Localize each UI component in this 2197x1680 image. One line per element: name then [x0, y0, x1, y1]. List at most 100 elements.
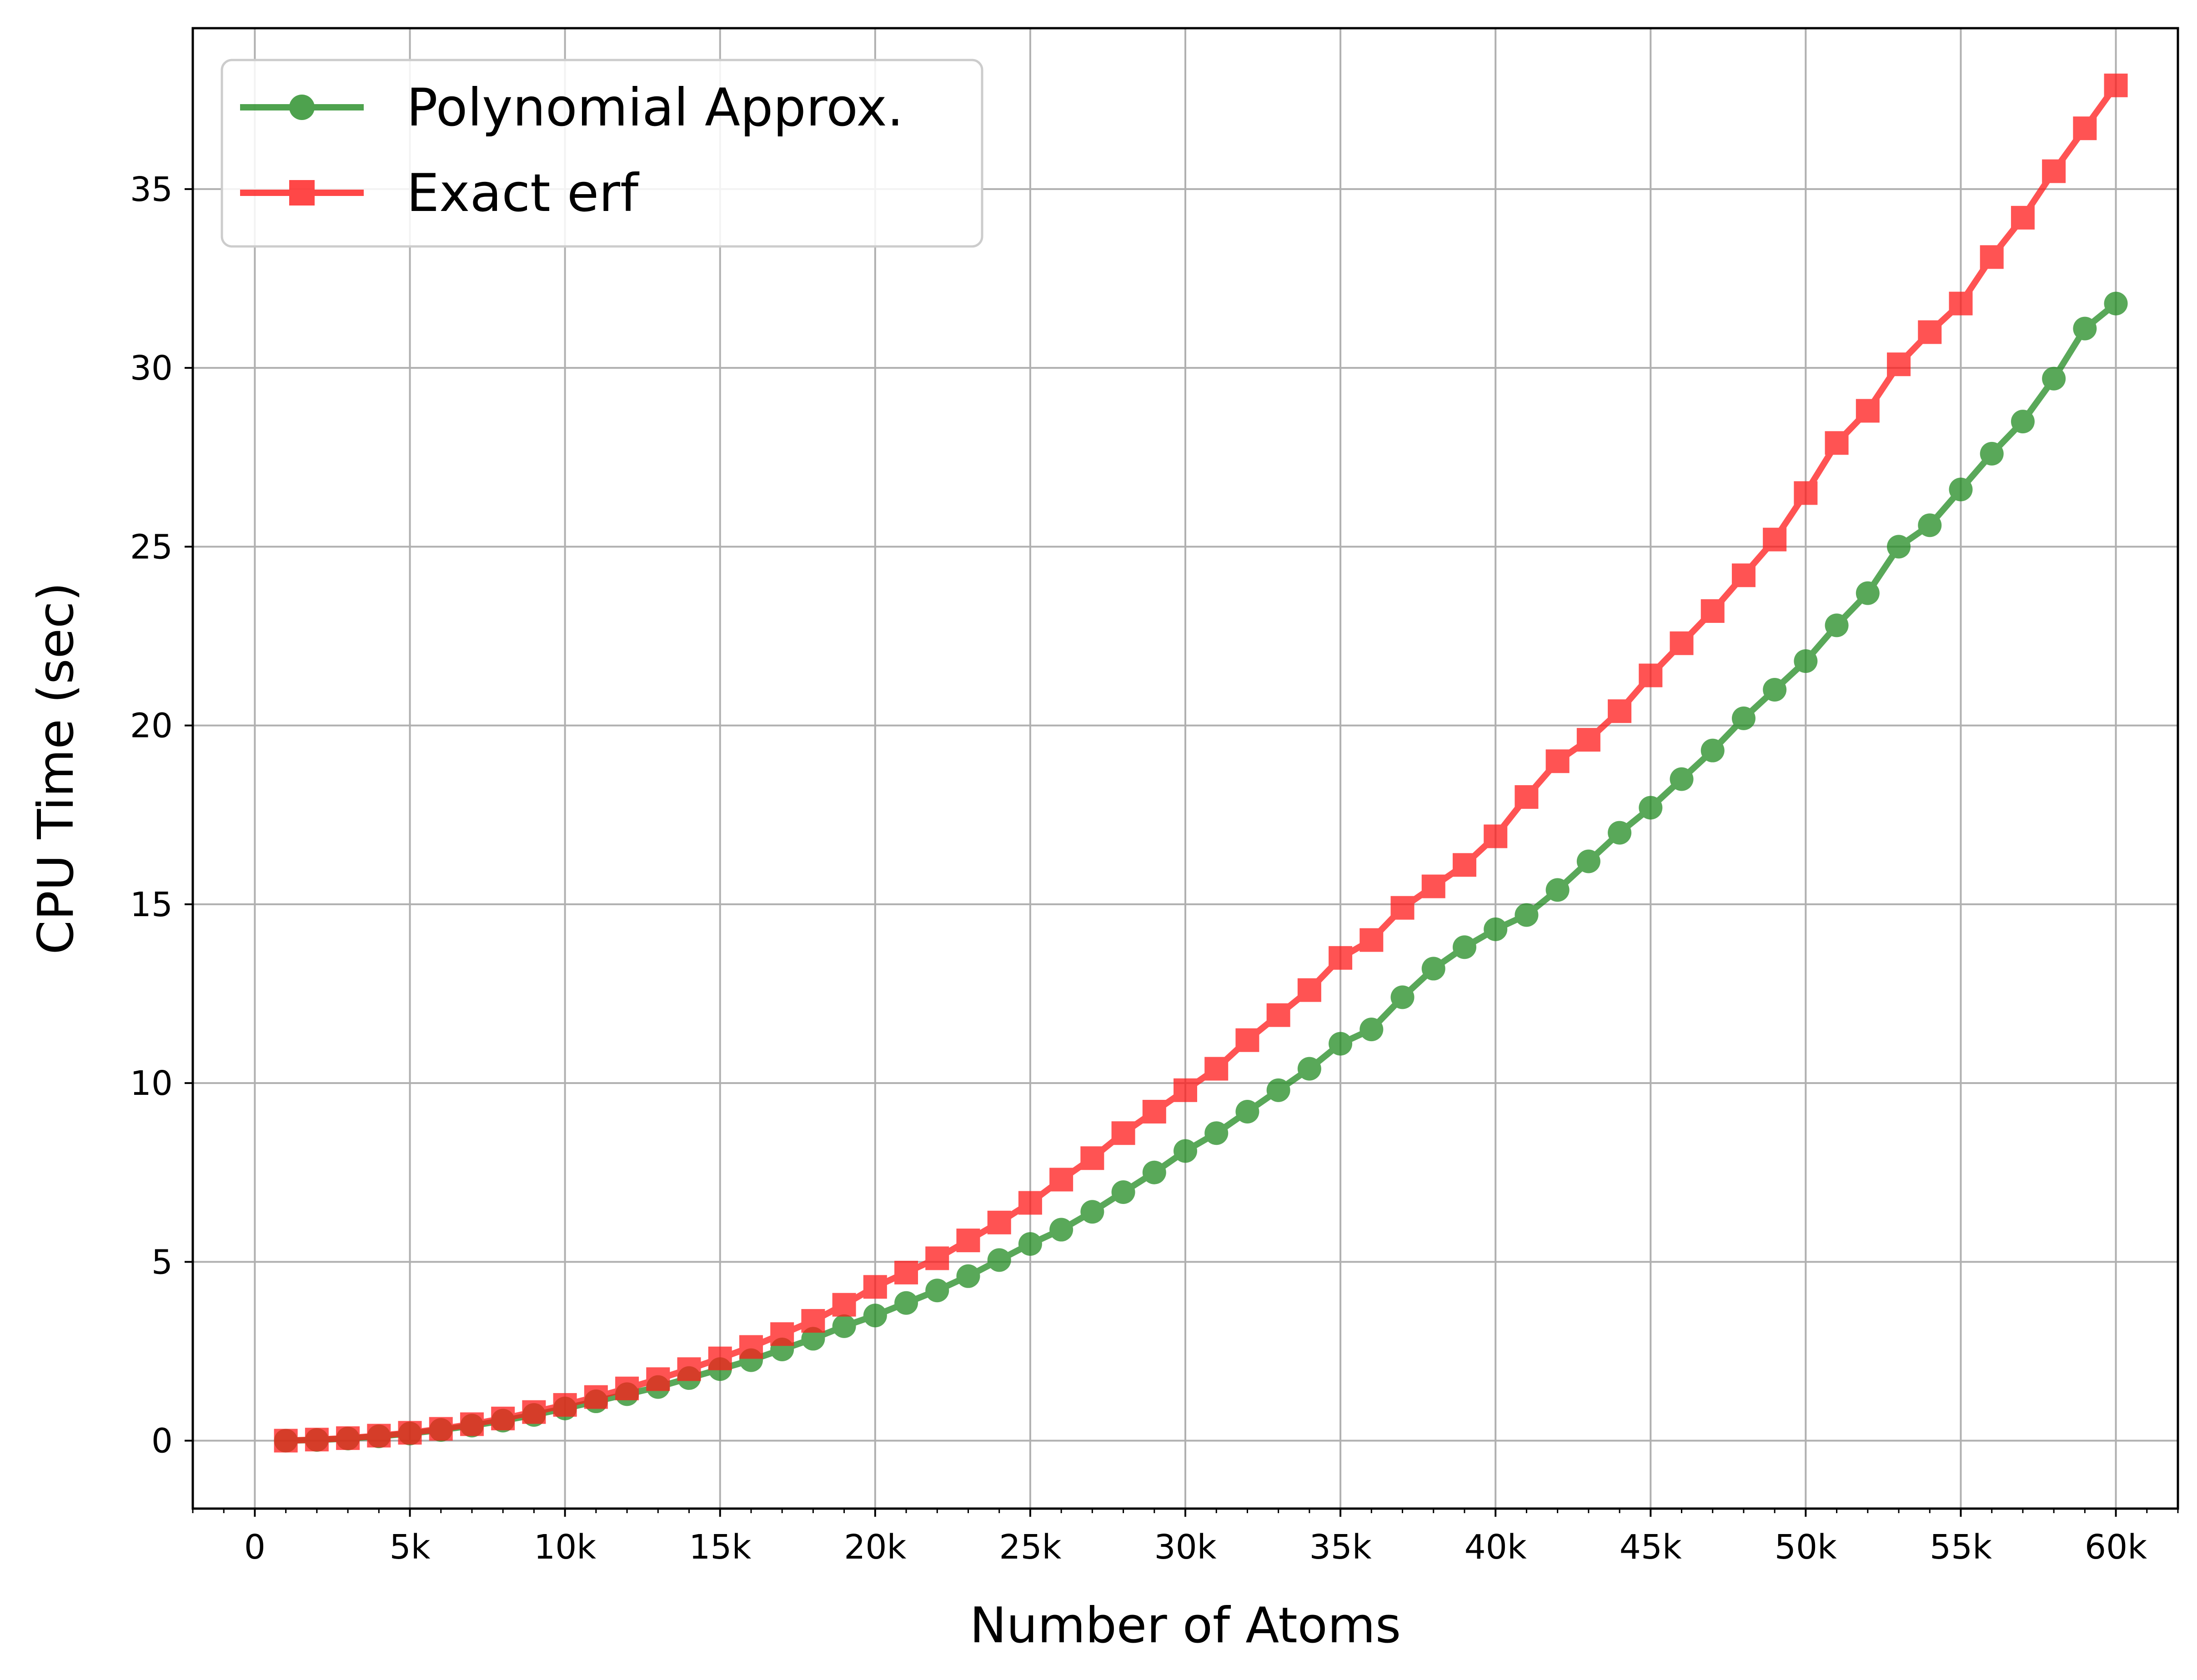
data-point	[1297, 1057, 1321, 1081]
grid-lines	[193, 28, 2178, 1509]
data-point	[1608, 821, 1632, 845]
data-point	[1763, 677, 1787, 702]
x-tick-label: 20k	[844, 1528, 906, 1567]
data-point	[305, 1428, 329, 1452]
data-point	[367, 1424, 391, 1448]
data-point	[894, 1291, 918, 1315]
data-point	[1825, 431, 1849, 455]
y-tick-label: 15	[130, 885, 173, 924]
legend-label: Polynomial Approx.	[406, 77, 903, 138]
data-point	[1856, 581, 1880, 605]
data-point	[1484, 917, 1508, 941]
data-point	[1390, 896, 1415, 920]
data-point	[925, 1279, 949, 1303]
data-point	[1887, 352, 1911, 376]
x-tick-label: 35k	[1309, 1528, 1372, 1567]
data-point	[1390, 985, 1415, 1009]
data-point	[1359, 928, 1384, 952]
data-point	[398, 1421, 422, 1445]
y-tick-label: 0	[151, 1422, 173, 1461]
data-point	[925, 1246, 949, 1270]
data-point	[1049, 1218, 1073, 1242]
legend-marker	[289, 95, 315, 120]
data-point	[1825, 613, 1849, 637]
x-axis-label: Number of Atoms	[970, 1597, 1401, 1654]
data-point	[832, 1293, 856, 1317]
data-point	[1049, 1168, 1073, 1192]
data-point	[1731, 563, 1756, 587]
data-point	[1576, 849, 1600, 873]
data-point	[987, 1210, 1011, 1234]
data-point	[1235, 1100, 1259, 1124]
x-tick-label: 5k	[390, 1528, 431, 1567]
data-point	[956, 1264, 980, 1288]
y-tick-label: 5	[151, 1243, 173, 1282]
data-point	[2104, 291, 2128, 316]
data-point	[2073, 116, 2097, 140]
data-point	[1700, 738, 1725, 762]
data-point	[1856, 399, 1880, 423]
y-tick-label: 25	[130, 527, 173, 567]
x-tick-label: 25k	[999, 1528, 1061, 1567]
data-point	[1421, 957, 1445, 981]
data-point	[1266, 1003, 1290, 1027]
data-point	[987, 1248, 1011, 1272]
data-point	[1080, 1200, 1104, 1224]
data-point	[1452, 935, 1476, 959]
data-point	[956, 1229, 980, 1253]
data-point	[1515, 785, 1539, 809]
data-point	[1670, 631, 1694, 655]
data-point	[1700, 599, 1725, 623]
data-point	[1918, 513, 1942, 537]
y-tick-label: 35	[130, 170, 173, 209]
data-point	[1018, 1232, 1042, 1256]
data-point	[832, 1314, 856, 1338]
x-tick-label: 45k	[1620, 1528, 1682, 1567]
data-point	[274, 1429, 298, 1453]
data-point	[1174, 1078, 1197, 1102]
data-point	[1080, 1146, 1104, 1170]
data-point	[584, 1385, 608, 1409]
data-point	[863, 1304, 887, 1328]
data-point	[1949, 477, 1973, 501]
y-tick-label: 30	[130, 349, 173, 388]
legend: Polynomial Approx. Exact erf	[221, 59, 983, 248]
data-point	[1731, 706, 1756, 730]
data-point	[1980, 441, 2004, 466]
data-point	[1018, 1191, 1042, 1215]
data-point	[2011, 206, 2035, 230]
data-point	[2011, 410, 2035, 434]
x-tick-label: 55k	[1930, 1528, 1992, 1567]
data-point	[1297, 978, 1321, 1002]
data-point	[1545, 749, 1570, 773]
data-point	[1794, 649, 1818, 673]
data-point	[1266, 1078, 1290, 1102]
data-point	[1484, 824, 1508, 848]
data-point	[677, 1357, 701, 1381]
series-layer	[274, 73, 2128, 1453]
data-point	[2042, 159, 2066, 183]
legend-label: Exact erf	[406, 163, 640, 223]
data-point	[1794, 481, 1818, 505]
x-tick-label: 60k	[2085, 1528, 2147, 1567]
data-point	[429, 1417, 453, 1441]
y-tick-label: 10	[130, 1064, 173, 1103]
data-point	[1515, 903, 1539, 927]
x-tick-label: 10k	[534, 1528, 596, 1567]
data-point	[1359, 1018, 1384, 1042]
data-point	[894, 1260, 918, 1284]
x-tick-label: 30k	[1154, 1528, 1216, 1567]
data-point	[1204, 1057, 1229, 1081]
data-point	[739, 1335, 763, 1359]
x-tick-label: 0	[244, 1528, 266, 1567]
data-point	[1142, 1100, 1166, 1124]
data-point	[1670, 767, 1694, 791]
data-point	[1235, 1028, 1259, 1052]
x-tick-label: 40k	[1465, 1528, 1527, 1567]
data-point	[708, 1346, 732, 1370]
data-point	[1980, 245, 2004, 269]
data-point	[1421, 874, 1445, 898]
data-point	[615, 1376, 639, 1400]
data-point	[801, 1309, 825, 1333]
